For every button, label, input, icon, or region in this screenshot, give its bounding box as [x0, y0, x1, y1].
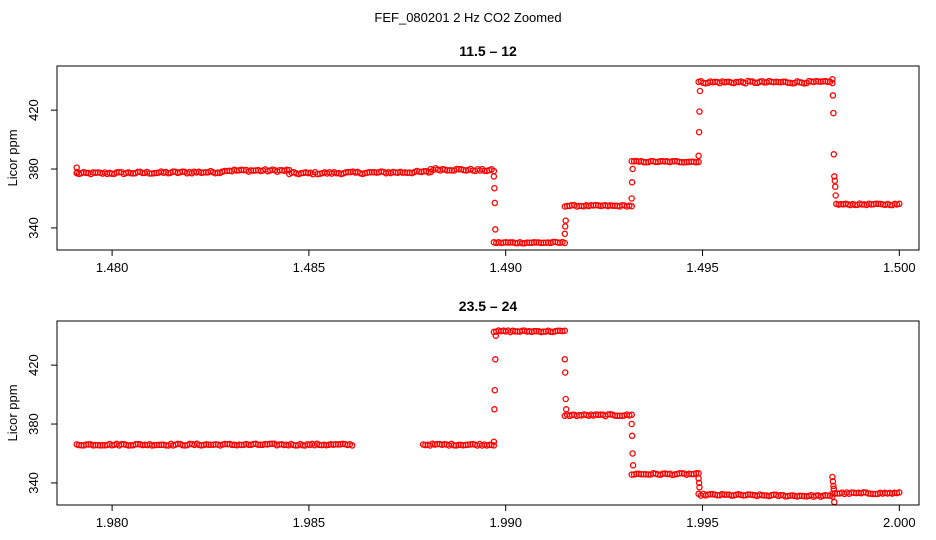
data-point [695, 152, 702, 160]
x-tick-label: 1.995 [686, 515, 719, 530]
data-point [491, 184, 498, 192]
data-point [692, 469, 700, 477]
data-point [562, 406, 570, 413]
data-point [829, 75, 836, 83]
x-tick-label: 1.500 [883, 260, 916, 275]
data-point [561, 369, 569, 376]
data-point [696, 87, 704, 95]
y-tick-label: 340 [26, 217, 41, 239]
data-point [562, 395, 569, 403]
data-point [628, 202, 635, 210]
data-point [561, 327, 569, 334]
data-point [830, 151, 838, 158]
data-point [831, 177, 839, 185]
data-point [830, 485, 838, 493]
x-tick-label: 1.980 [96, 515, 129, 530]
x-tick-label: 1.485 [293, 260, 326, 275]
data-point [561, 230, 569, 238]
data-point [628, 179, 636, 186]
data-point [491, 199, 499, 207]
data-point [490, 438, 498, 445]
panel-1: 11.5 – 12 1.480 1.485 1.490 1.495 1.500 340 380… [5, 43, 920, 275]
data-point [831, 173, 838, 180]
y-tick-label: 380 [26, 158, 41, 180]
data-point [896, 489, 903, 496]
data-point [692, 159, 700, 166]
data-point [829, 473, 836, 481]
data-point [629, 462, 637, 469]
data-point [73, 168, 81, 176]
data-point [492, 226, 499, 233]
data-point [831, 183, 839, 190]
data-point [561, 356, 569, 363]
data-point [628, 432, 636, 440]
y-axis: 340 380 420 [26, 99, 57, 239]
data-point [829, 79, 836, 87]
data-point [628, 420, 635, 428]
data-point [832, 192, 839, 199]
data-point [561, 239, 569, 247]
x-tick-label: 1.985 [293, 515, 326, 530]
panel-title: 11.5 – 12 [459, 43, 517, 59]
data-point [695, 128, 703, 136]
data-point [896, 200, 903, 208]
y-axis: 340 380 420 [26, 354, 57, 494]
data-point [348, 442, 356, 449]
data-point [492, 332, 500, 339]
data-point [491, 386, 499, 394]
data-point [830, 109, 837, 117]
x-tick-label: 1.490 [489, 260, 522, 275]
figure-title: FEF_080201 2 Hz CO2 Zoomed [374, 10, 561, 25]
x-axis: 1.480 1.485 1.490 1.495 1.500 [96, 250, 916, 275]
x-tick-label: 1.495 [686, 260, 719, 275]
data-point [490, 442, 498, 449]
data-point [695, 158, 702, 166]
data-point [629, 165, 636, 173]
y-axis-label: Licor ppm [5, 129, 20, 186]
x-tick-label: 2.000 [883, 515, 916, 530]
data-point [696, 484, 703, 491]
x-tick-label: 1.990 [489, 515, 522, 530]
data-point [628, 195, 635, 202]
panel-title: 23.5 – 24 [459, 298, 518, 314]
y-tick-label: 340 [26, 472, 41, 494]
data-point [830, 482, 837, 490]
data-point [695, 479, 703, 487]
panel-2: 23.5 – 24 1.980 1.985 1.990 1.995 2.000 340 380… [5, 298, 920, 530]
data-point [491, 406, 498, 413]
data-point [73, 164, 80, 171]
y-tick-label: 420 [26, 354, 41, 376]
plot-frame [56, 320, 920, 506]
data-point [829, 478, 837, 485]
x-axis: 1.980 1.985 1.990 1.995 2.000 [96, 505, 916, 530]
data-point [559, 327, 566, 335]
data-points [73, 327, 903, 506]
data-point [562, 217, 569, 224]
x-tick-label: 1.480 [96, 260, 129, 275]
data-point [492, 356, 499, 363]
plot-frame [56, 65, 920, 251]
data-point [629, 450, 636, 457]
y-axis-label: Licor ppm [5, 384, 20, 441]
data-point [490, 173, 498, 180]
data-point [695, 475, 702, 482]
data-point [829, 92, 837, 99]
y-tick-label: 420 [26, 99, 41, 121]
data-point [696, 108, 703, 115]
data-points [73, 75, 903, 247]
data-point [628, 411, 635, 419]
y-tick-label: 380 [26, 413, 41, 435]
